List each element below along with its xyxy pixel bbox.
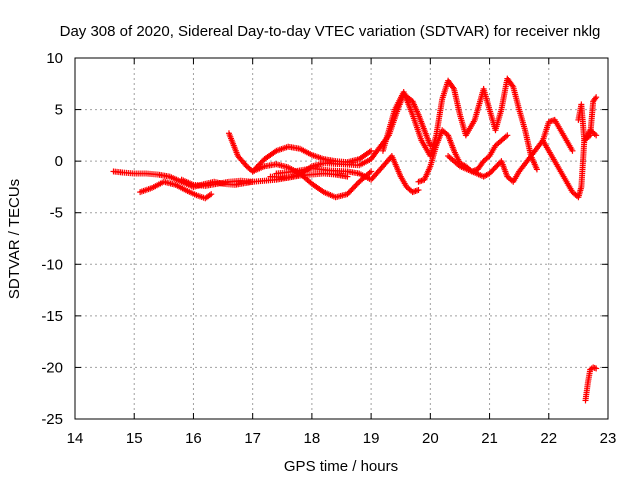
data-point: [415, 187, 422, 194]
x-axis-label: GPS time / hours: [284, 458, 398, 475]
data-points: [110, 75, 600, 404]
x-tick-label: 15: [126, 430, 143, 447]
data-point: [368, 168, 375, 175]
data-point: [486, 170, 493, 177]
data-point: [533, 166, 540, 173]
data-point: [208, 191, 215, 198]
data-point: [344, 173, 351, 180]
data-point: [593, 365, 600, 372]
y-tick-label: 10: [46, 50, 63, 67]
data-point: [368, 147, 375, 154]
x-axis: 14 15 16 17 18 19 20 21 22 23: [67, 58, 617, 447]
data-point: [487, 169, 494, 176]
data-point: [345, 189, 352, 196]
data-point: [347, 188, 354, 195]
data-point: [509, 82, 516, 89]
y-tick-label: -10: [41, 256, 63, 273]
y-tick-label: 5: [55, 102, 63, 119]
y-tick-label: -20: [41, 359, 63, 376]
x-tick-label: 21: [481, 430, 498, 447]
data-point: [344, 191, 351, 198]
y-tick-label: -25: [41, 411, 63, 428]
y-axis: 10 5 0 -5 -10 -15 -20 -25: [41, 50, 608, 428]
chart-title: Day 308 of 2020, Sidereal Day-to-day VTE…: [60, 23, 601, 40]
data-point: [504, 132, 511, 139]
data-point: [352, 182, 359, 189]
data-point: [351, 184, 358, 191]
data-point: [489, 167, 496, 174]
y-axis-label: SDTVAR / TECUs: [6, 179, 23, 299]
data-point: [258, 158, 265, 165]
data-point: [495, 160, 502, 167]
data-point: [353, 181, 360, 188]
x-tick-label: 23: [600, 430, 617, 447]
data-point: [349, 185, 356, 192]
data-point: [493, 163, 500, 170]
data-point: [450, 84, 457, 91]
x-tick-label: 16: [185, 430, 202, 447]
x-tick-label: 18: [304, 430, 321, 447]
data-point: [593, 94, 600, 101]
data-point: [593, 132, 600, 139]
x-tick-label: 22: [540, 430, 557, 447]
plot-frame: [74, 57, 609, 420]
data-point: [354, 180, 361, 187]
data-point: [494, 162, 501, 169]
data-point: [592, 95, 599, 102]
y-tick-label: -5: [50, 205, 63, 222]
y-tick-label: 0: [55, 153, 63, 170]
data-point: [348, 187, 355, 194]
y-tick-label: -15: [41, 308, 63, 325]
x-tick-label: 20: [422, 430, 439, 447]
grid: [75, 58, 608, 419]
x-tick-label: 17: [244, 430, 261, 447]
x-tick-label: 19: [363, 430, 380, 447]
data-point: [491, 165, 498, 172]
data-point: [490, 166, 497, 173]
x-tick-label: 14: [67, 430, 84, 447]
data-point: [569, 147, 576, 154]
